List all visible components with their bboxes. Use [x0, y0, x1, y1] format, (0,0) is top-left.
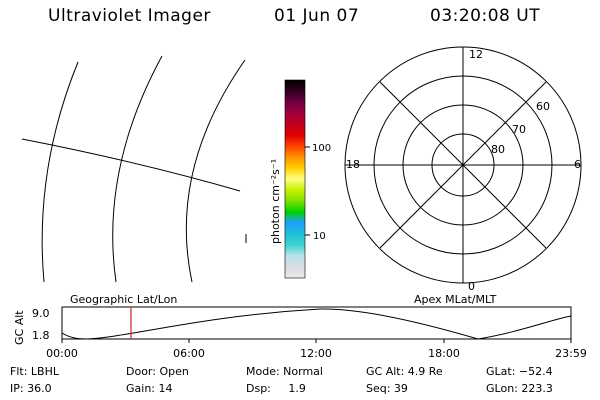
- strip-left-title: Geographic Lat/Lon: [70, 293, 178, 306]
- glat-info: GLat: −52.4: [486, 365, 553, 378]
- instrument-title: Ultraviolet Imager: [48, 6, 211, 26]
- dsp-info: Dsp: 1.9: [246, 382, 306, 395]
- glon-info: GLon: 223.3: [486, 382, 553, 395]
- strip-y-min: 1.8: [32, 329, 50, 342]
- x-tick-label: 23:59: [555, 347, 587, 360]
- mlt-label-6: 6: [574, 158, 581, 171]
- strip-frame: [61, 306, 572, 340]
- gain-info: Gain: 14: [126, 382, 173, 395]
- mlt-label-12: 12: [469, 48, 483, 61]
- mlat-label-80: 80: [491, 143, 505, 156]
- mlt-label-18: 18: [346, 158, 360, 171]
- gc-alt-info: GC Alt: 4.9 Re: [366, 365, 443, 378]
- mode-info: Mode: Normal: [246, 365, 323, 378]
- longitude-line: [112, 55, 163, 283]
- x-tick-label: 18:00: [428, 347, 460, 360]
- colorbar-unit-label: photon cm⁻²s⁻¹: [269, 159, 282, 244]
- longitude-line: [185, 59, 246, 283]
- colorbar-gradient: [284, 79, 306, 279]
- strip-y-max: 9.0: [32, 307, 50, 320]
- polar-diagonal: [379, 81, 547, 249]
- latitude-line: [21, 138, 241, 192]
- x-tick-label: 06:00: [173, 347, 205, 360]
- filter-info: Flt: LBHL: [10, 365, 59, 378]
- observation-time: 03:20:08 UT: [430, 6, 541, 26]
- ip-info: IP: 36.0: [10, 382, 52, 395]
- door-info: Door: Open: [126, 365, 189, 378]
- mlat-label-70: 70: [512, 123, 526, 136]
- observation-date: 01 Jun 07: [274, 6, 360, 26]
- altitude-curve: [61, 308, 572, 340]
- colorbar-tick-label-100: 100: [312, 143, 331, 154]
- seq-info: Seq: 39: [366, 382, 408, 395]
- x-tick-label: 12:00: [300, 347, 332, 360]
- longitude-line: [41, 61, 79, 283]
- strip-ylabel: GC Alt: [13, 310, 26, 345]
- mlt-label-0: 0: [468, 280, 475, 293]
- x-tick-label: 00:00: [46, 347, 78, 360]
- mlat-label-60: 60: [536, 100, 550, 113]
- colorbar-tick-label-10: 10: [313, 231, 326, 242]
- strip-right-title: Apex MLat/MLT: [414, 293, 497, 306]
